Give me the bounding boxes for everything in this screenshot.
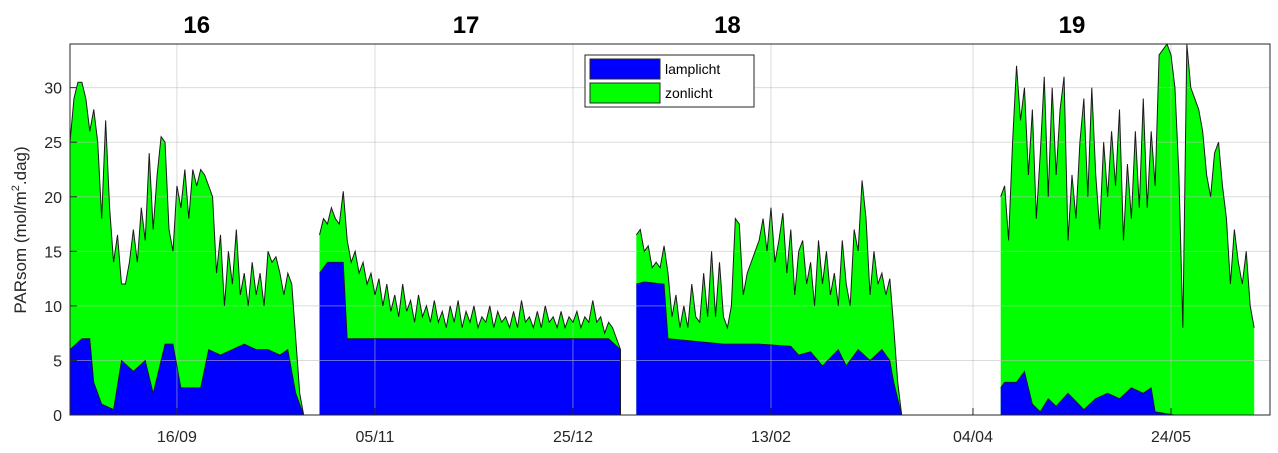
zonlicht-line-3 (635, 180, 903, 416)
lamplicht-area-1 (70, 338, 304, 415)
legend-label-lamplicht: lamplicht (665, 61, 720, 77)
zonlicht-area-4 (1000, 44, 1255, 415)
y-tick-label: 0 (53, 408, 62, 425)
block-label-18: 18 (714, 12, 741, 39)
legend-swatch-lamplicht (589, 58, 661, 80)
block-label-17: 17 (453, 12, 480, 39)
y-tick-label: 30 (44, 81, 62, 98)
y-tick-label: 5 (53, 353, 62, 370)
x-tick-label: 13/02 (751, 429, 791, 446)
x-tick-label: 04/04 (953, 429, 993, 446)
zonlicht-line-2 (319, 191, 621, 415)
lamplicht-line-2 (319, 261, 621, 415)
y-tick-label: 15 (44, 244, 62, 261)
y-axis-label-sup: 2 (10, 185, 22, 191)
series-outlines (69, 42, 1270, 416)
zonlicht-line-1 (69, 81, 305, 416)
y-tick-label: 10 (44, 299, 62, 316)
lamplicht-area-3 (636, 281, 902, 415)
lamplicht-line-3 (636, 281, 903, 416)
legend-label-zonlicht: zonlicht (665, 85, 713, 101)
y-axis-label-main: PARsom (mol/m (11, 191, 30, 313)
lamplicht-area-4 (1000, 371, 1270, 415)
block-label-19: 19 (1059, 12, 1086, 39)
block-label-16: 16 (183, 12, 210, 39)
zonlicht-line-4 (1000, 42, 1255, 328)
lamplicht-line-4 (1000, 370, 1270, 416)
x-tick-label: 25/12 (553, 429, 593, 446)
y-axis-label: PARsom (mol/m2.dag) (10, 146, 30, 313)
legend: lamplicht zonlicht (584, 54, 755, 108)
y-tick-label: 25 (44, 135, 62, 152)
block-labels: 16 17 18 19 (183, 12, 1085, 39)
x-tick-label: 24/05 (1151, 429, 1191, 446)
axis-ticks: 0 5 10 15 20 25 30 16/09 05/11 25/12 13/02 04/04 24/… (44, 81, 1191, 446)
x-tick-label: 05/11 (356, 429, 395, 446)
plot-frame (69, 43, 1271, 416)
lamplicht-line-1 (69, 338, 305, 416)
zonlicht-area-1 (70, 82, 304, 416)
y-tick-label: 20 (44, 190, 62, 207)
legend-swatch-zonlicht (589, 82, 661, 104)
area-series (70, 44, 1270, 416)
y-axis-label-tail: .dag) (11, 146, 30, 185)
x-tick-label: 16/09 (157, 429, 197, 446)
